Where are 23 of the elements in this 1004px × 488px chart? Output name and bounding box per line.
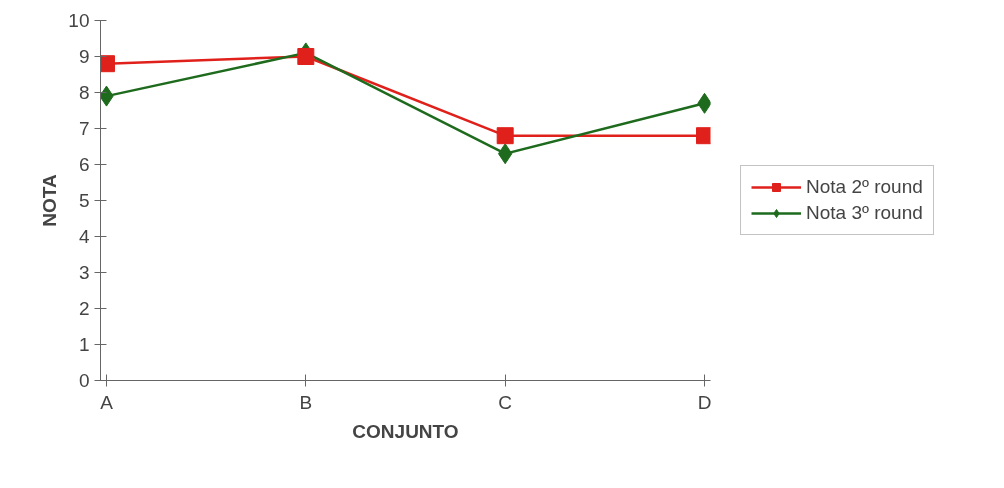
y-tick-label: 5 <box>78 190 90 211</box>
legend-label: Nota 3º round <box>806 202 923 224</box>
y-tick-label: 1 <box>78 334 90 355</box>
x-tick-label: C <box>498 391 513 413</box>
point <box>297 48 315 65</box>
point <box>100 55 115 73</box>
y-tick-label: 8 <box>78 82 90 103</box>
point <box>696 127 711 145</box>
y-tick-label: 0 <box>78 370 90 391</box>
y-tick-label: 2 <box>78 298 90 319</box>
x-axis-title: CONJUNTO <box>352 420 459 442</box>
y-tick-label: 3 <box>78 262 90 283</box>
x-tick-label: D <box>697 391 712 413</box>
y-tick-label: 7 <box>78 118 90 139</box>
y-tick-label: 4 <box>78 226 90 247</box>
y-axis-title: NOTA <box>39 174 61 227</box>
x-tick-label: B <box>299 391 313 413</box>
y-tick-label: 6 <box>78 154 90 175</box>
y-tick-label: 9 <box>78 46 90 67</box>
point <box>496 127 514 145</box>
legend-label: Nota 2º round <box>806 176 923 198</box>
x-tick-label: A <box>100 391 114 413</box>
y-tick-label: 10 <box>68 10 90 31</box>
